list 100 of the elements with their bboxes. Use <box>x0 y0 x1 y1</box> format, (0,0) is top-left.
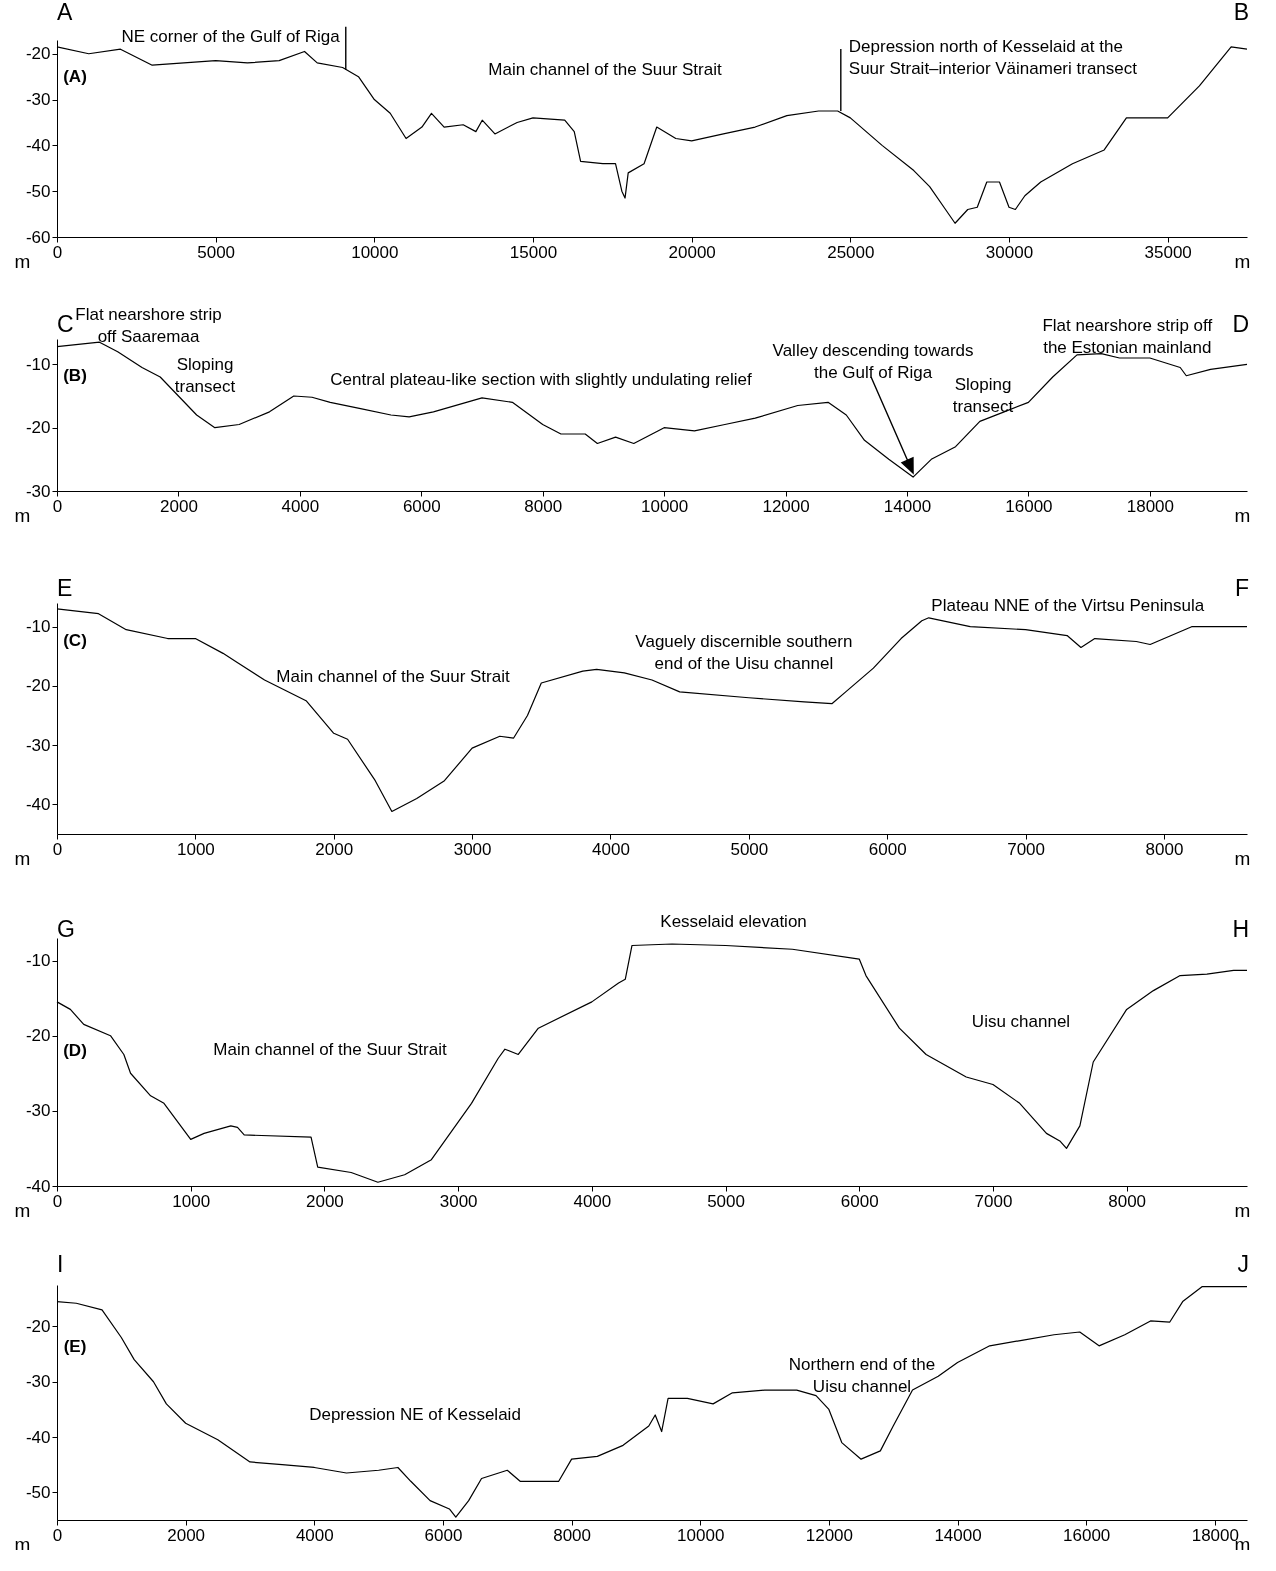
annotation: Flat nearshore strip off the Estonian mainland <box>1042 315 1213 357</box>
y-axis-title: m <box>14 504 31 526</box>
x-tick-label: 3000 <box>453 839 492 859</box>
x-tick-label: 30000 <box>985 242 1034 262</box>
x-tick-label: 10000 <box>641 496 689 516</box>
y-tick-label: -30 <box>25 90 51 110</box>
x-tick-label: 0 <box>52 496 63 516</box>
annotation: Kesselaid elevation <box>660 911 807 931</box>
x-tick-label: 35000 <box>1144 242 1192 262</box>
x-tick-label: 1000 <box>172 1191 211 1211</box>
y-axis-title: m <box>14 847 31 869</box>
y-tick-label: -20 <box>25 1316 51 1336</box>
x-tick-label: 3000 <box>439 1191 478 1211</box>
x-tick-label: 8000 <box>524 496 563 516</box>
x-axis-title: m <box>1234 250 1251 272</box>
x-tick-label: 25000 <box>827 242 875 262</box>
text: D <box>1232 311 1249 337</box>
x-tick-label: 14000 <box>883 496 932 516</box>
annotation: (A) <box>63 67 87 86</box>
x-tick-label: 15000 <box>509 242 558 262</box>
x-tick-label: 18000 <box>1126 496 1174 516</box>
x-tick-label: 12000 <box>805 1525 854 1545</box>
text: I <box>57 1251 64 1277</box>
text: J <box>1237 1251 1249 1277</box>
y-axis-title: m <box>14 1533 31 1555</box>
x-tick-label: 0 <box>52 1525 63 1545</box>
x-tick-label: 14000 <box>934 1525 982 1545</box>
y-tick-label: -30 <box>25 1372 51 1392</box>
x-tick-label: 1000 <box>176 839 215 859</box>
y-tick-label: -20 <box>25 44 51 64</box>
x-tick-label: 10000 <box>351 242 399 262</box>
x-axis-title: m <box>1234 504 1251 526</box>
text: B <box>1233 0 1249 25</box>
x-tick-label: 20000 <box>668 242 716 262</box>
x-tick-label: 6000 <box>424 1525 463 1545</box>
annotation: Central plateau-like section with slightly undulating relief <box>330 369 752 389</box>
text: F <box>1234 575 1249 601</box>
text: A <box>57 0 73 25</box>
annotation: Uisu channel <box>971 1012 1071 1031</box>
y-tick-label: -20 <box>25 676 51 696</box>
annotation: (C) <box>63 631 87 650</box>
annotation: H <box>1232 916 1249 942</box>
annotation: (B) <box>63 366 87 385</box>
annotation: (D) <box>63 1041 87 1060</box>
y-tick-label: -40 <box>25 135 51 155</box>
x-tick-label: 8000 <box>1108 1191 1147 1211</box>
x-tick-label: 5000 <box>730 839 769 859</box>
y-tick-label: -10 <box>25 354 51 374</box>
y-tick-label: -50 <box>25 181 51 201</box>
x-tick-label: 2000 <box>160 496 198 516</box>
annotation: NE corner of the Gulf of Riga <box>121 26 341 46</box>
x-tick-label: 16000 <box>1063 1525 1111 1545</box>
x-tick-label: 0 <box>52 242 63 262</box>
x-axis-title: m <box>1234 1199 1251 1221</box>
text: C <box>57 311 74 337</box>
y-tick-label: -60 <box>25 227 51 247</box>
annotation: Depression north of Kesselaid at the Suur Strait–interior Väinameri transect <box>848 37 1138 79</box>
x-tick-label: 0 <box>52 839 63 859</box>
y-tick-label: -40 <box>25 1427 51 1447</box>
x-tick-label: 10000 <box>677 1525 725 1545</box>
annotation: G <box>57 916 75 942</box>
annotation: (E) <box>63 1337 87 1356</box>
x-tick-label: 2000 <box>167 1525 206 1545</box>
x-tick-label: 5000 <box>707 1191 745 1211</box>
x-tick-label: 2000 <box>306 1191 344 1211</box>
x-tick-label: 16000 <box>1005 496 1053 516</box>
text: E <box>57 575 73 601</box>
annotation: Depression NE of Kesselaid <box>309 1405 521 1424</box>
annotation: Vaguely discernible southern end of the Uisu channel <box>635 631 853 673</box>
annotation: Main channel of the Suur Strait <box>213 1040 447 1059</box>
x-tick-label: 6000 <box>840 1191 879 1211</box>
y-tick-label: -20 <box>25 1026 51 1046</box>
x-tick-label: 4000 <box>295 1525 334 1545</box>
annotation: Northern end of the Uisu channel <box>788 1355 936 1396</box>
x-tick-label: 4000 <box>281 496 320 516</box>
x-tick-label: 6000 <box>868 839 907 859</box>
x-axis-title: m <box>1234 847 1251 869</box>
annotation: Main channel of the Suur Strait <box>488 60 722 79</box>
y-tick-label: -50 <box>25 1482 51 1502</box>
x-tick-label: 5000 <box>197 242 236 262</box>
x-tick-label: 2000 <box>315 839 354 859</box>
x-tick-label: 8000 <box>1145 839 1184 859</box>
x-tick-label: 6000 <box>402 496 441 516</box>
annotation: Sloping transect <box>174 355 236 396</box>
y-tick-label: -10 <box>25 951 51 971</box>
x-tick-label: 8000 <box>553 1525 592 1545</box>
y-axis-title: m <box>14 1199 31 1221</box>
y-axis-title: m <box>14 250 31 272</box>
x-tick-label: 4000 <box>573 1191 612 1211</box>
y-tick-label: -30 <box>25 481 51 501</box>
x-tick-label: 0 <box>52 1191 63 1211</box>
y-tick-label: -30 <box>25 1101 51 1121</box>
x-tick-label: 7000 <box>974 1191 1013 1211</box>
y-tick-label: -30 <box>25 735 51 755</box>
x-tick-label: 7000 <box>1007 839 1046 859</box>
annotation: Flat nearshore strip off Saaremaa <box>75 305 222 347</box>
y-tick-label: -10 <box>25 617 51 637</box>
y-tick-label: -40 <box>25 794 51 814</box>
annotation: Main channel of the Suur Strait <box>276 667 510 686</box>
y-tick-label: -40 <box>25 1176 51 1196</box>
